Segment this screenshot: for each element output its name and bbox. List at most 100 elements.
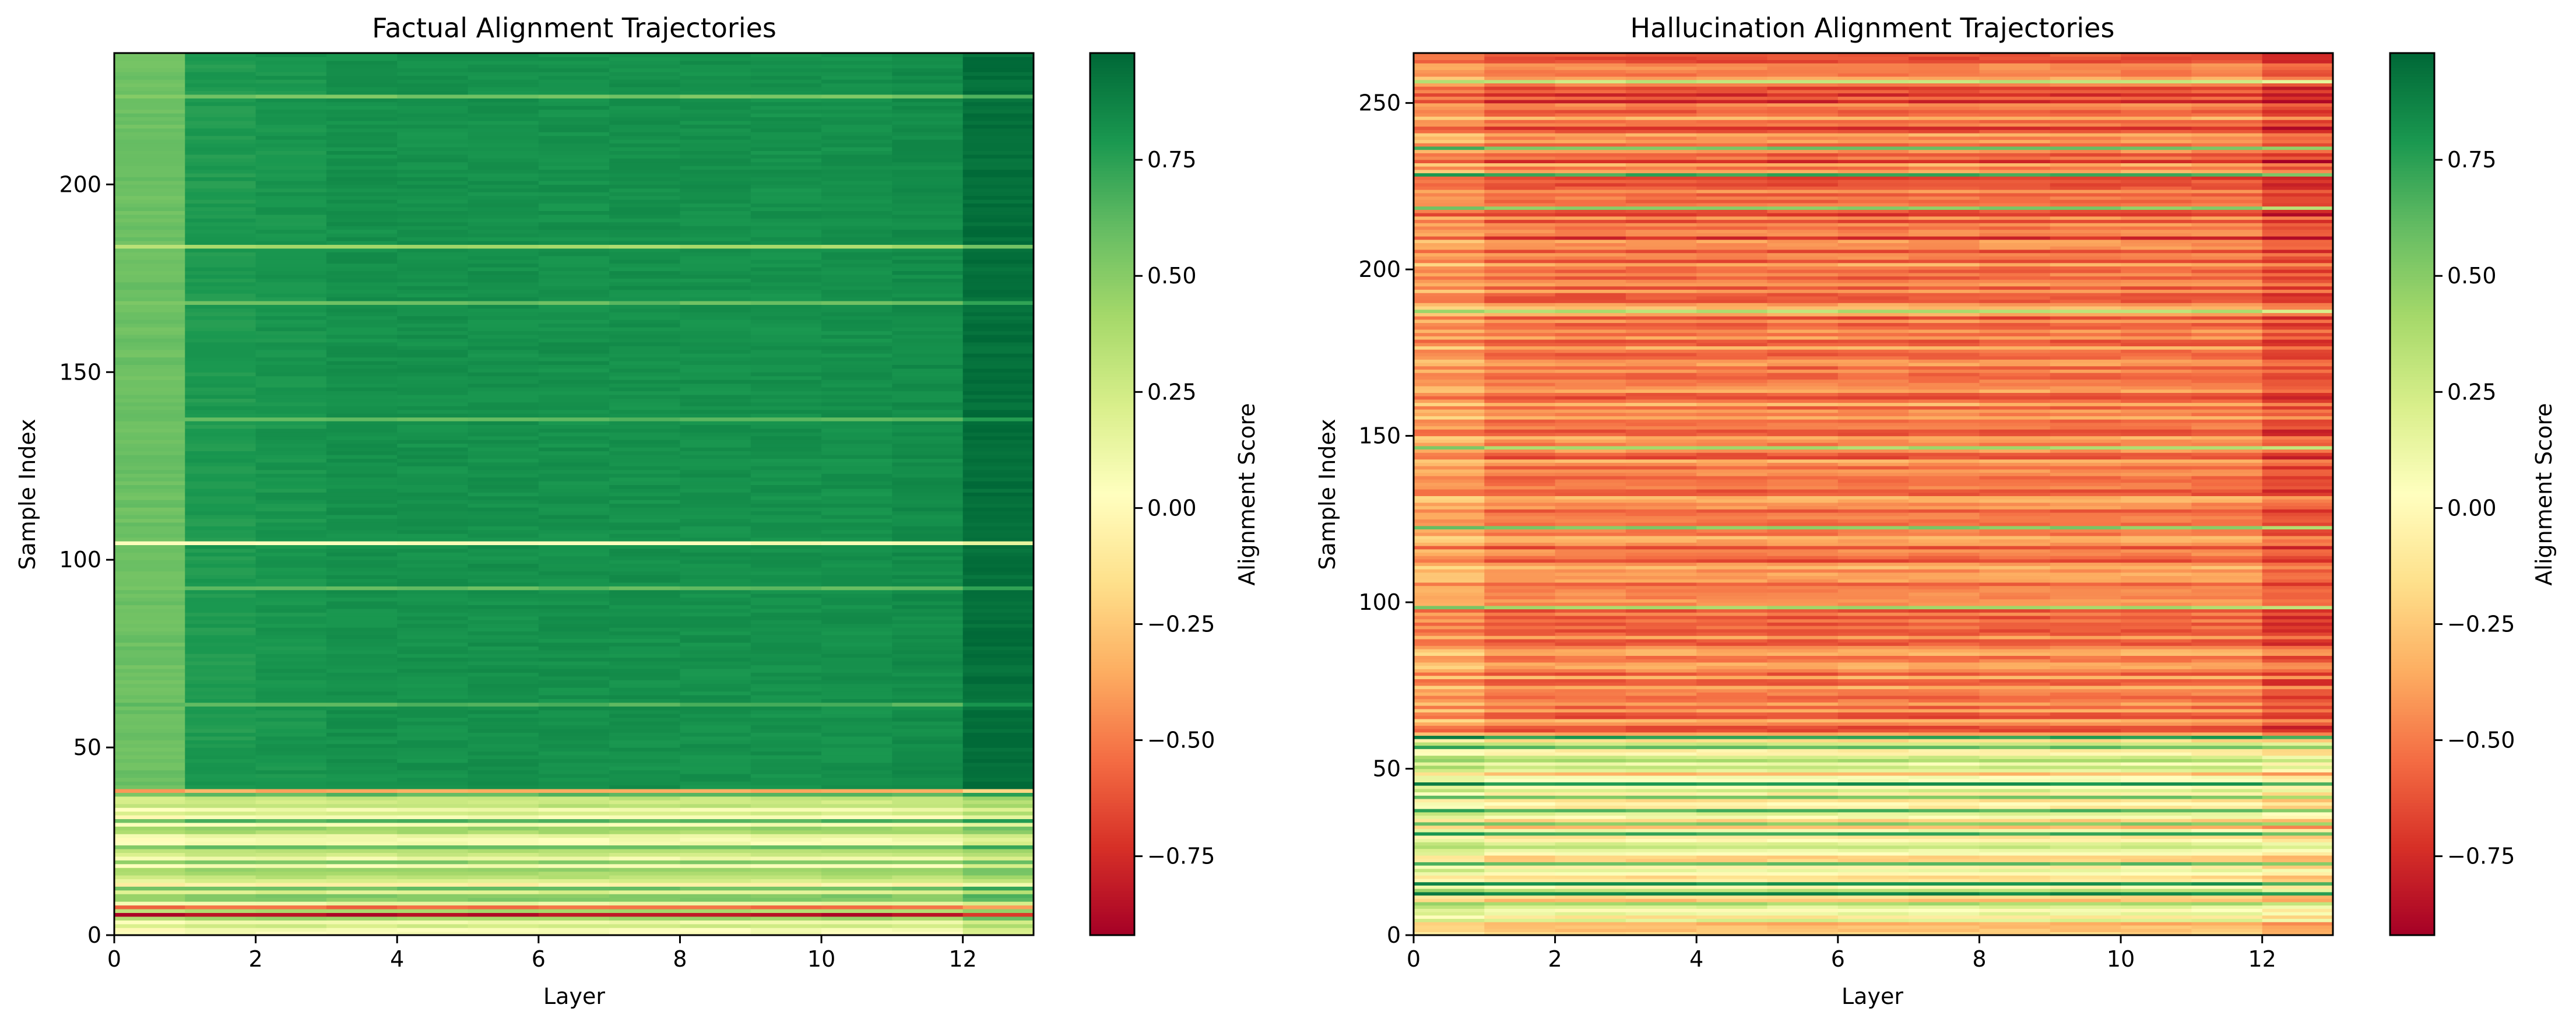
heatmap-cell (892, 563, 964, 568)
heatmap-cell (2262, 582, 2333, 587)
heatmap-cell (1767, 882, 1839, 886)
heatmap-cell (821, 484, 892, 489)
heatmap-cell (1696, 695, 1768, 700)
heatmap-cell (2191, 739, 2263, 743)
heatmap-cell (892, 529, 964, 534)
heatmap-cell (821, 638, 892, 643)
heatmap-cell (468, 754, 539, 759)
heatmap-cell (326, 717, 398, 722)
heatmap-cell (255, 252, 327, 257)
heatmap-cell (821, 856, 892, 861)
heatmap-cell (255, 890, 327, 894)
colorbar-segment (1090, 793, 1134, 798)
heatmap-cell (680, 173, 751, 178)
heatmap-cell (1555, 739, 1626, 743)
heatmap-cell (1484, 729, 1556, 733)
heatmap-cell (114, 586, 185, 591)
heatmap-cell (1767, 595, 1839, 599)
heatmap-cell (468, 556, 539, 560)
heatmap-cell (680, 180, 751, 185)
heatmap-cell (821, 447, 892, 452)
heatmap-cell (255, 113, 327, 118)
heatmap-cell (609, 177, 681, 181)
heatmap-cell (962, 819, 1034, 823)
heatmap-cell (962, 563, 1034, 568)
heatmap-cell (821, 649, 892, 654)
colorbar-segment (1090, 438, 1134, 442)
heatmap-cell (962, 732, 1034, 737)
heatmap-cell (326, 346, 398, 350)
heatmap-cell (185, 754, 256, 759)
heatmap-cell (962, 233, 1034, 238)
heatmap-cell (114, 210, 185, 215)
heatmap-cell (892, 740, 964, 744)
heatmap-cell (1484, 772, 1556, 776)
heatmap-cell (750, 214, 822, 219)
heatmap-cell (821, 890, 892, 894)
heatmap-cell (680, 754, 751, 759)
heatmap-cell (538, 271, 610, 275)
heatmap-cell (397, 488, 469, 493)
heatmap-cell (326, 391, 398, 395)
heatmap-cell (326, 146, 398, 151)
heatmap-cell (962, 586, 1034, 591)
heatmap-cell (1414, 898, 1485, 902)
heatmap-cell (255, 522, 327, 526)
heatmap-cell (821, 905, 892, 909)
heatmap-cell (892, 668, 964, 673)
heatmap-cell (2262, 615, 2333, 620)
heatmap-cell (609, 687, 681, 692)
heatmap-cell (962, 383, 1034, 388)
heatmap-cell (114, 901, 185, 906)
heatmap-cell (538, 124, 610, 129)
colorbar-segment (1090, 564, 1134, 568)
heatmap-cell (750, 556, 822, 560)
heatmap-cell (114, 556, 185, 560)
heatmap-cell (114, 68, 185, 72)
heatmap-cell (255, 856, 327, 861)
heatmap-cell (1625, 918, 1697, 922)
heatmap-cell (680, 387, 751, 392)
heatmap-cell (1979, 745, 2051, 749)
heatmap-cell (750, 616, 822, 620)
heatmap-cell (962, 807, 1034, 812)
heatmap-cell (1625, 619, 1697, 623)
heatmap-cell (114, 834, 185, 838)
heatmap-cell (185, 500, 256, 504)
heatmap-cell (2191, 552, 2263, 556)
heatmap-cell (1625, 855, 1697, 859)
heatmap-cell (255, 383, 327, 388)
heatmap-cell (255, 259, 327, 264)
heatmap-cell (185, 657, 256, 662)
heatmap-cell (538, 469, 610, 474)
heatmap-cell (962, 897, 1034, 902)
heatmap-cell (1837, 762, 1909, 766)
heatmap-cell (892, 375, 964, 380)
heatmap-cell (1909, 745, 1980, 749)
heatmap-cell (892, 443, 964, 448)
heatmap-cell (1767, 762, 1839, 766)
heatmap-cell (2262, 662, 2333, 666)
heatmap-cell (397, 195, 469, 200)
heatmap-cell (185, 608, 256, 613)
heatmap-cell (1625, 682, 1697, 686)
heatmap-cell (2121, 868, 2192, 873)
heatmap-cell (468, 323, 539, 328)
heatmap-cell (114, 511, 185, 515)
heatmap-cell (255, 916, 327, 921)
heatmap-cell (680, 161, 751, 166)
heatmap-cell (468, 736, 539, 740)
heatmap-cell (538, 830, 610, 834)
heatmap-cell (962, 312, 1034, 317)
heatmap-cell (468, 777, 539, 782)
heatmap-cell (680, 458, 751, 463)
heatmap-cell (609, 297, 681, 301)
heatmap-cell (326, 477, 398, 482)
heatmap-cell (609, 736, 681, 740)
heatmap-cell (2121, 612, 2192, 616)
heatmap-cell (750, 64, 822, 69)
heatmap-cell (962, 206, 1034, 212)
heatmap-cell (114, 394, 185, 399)
heatmap-cell (2191, 732, 2263, 736)
heatmap-cell (468, 319, 539, 324)
